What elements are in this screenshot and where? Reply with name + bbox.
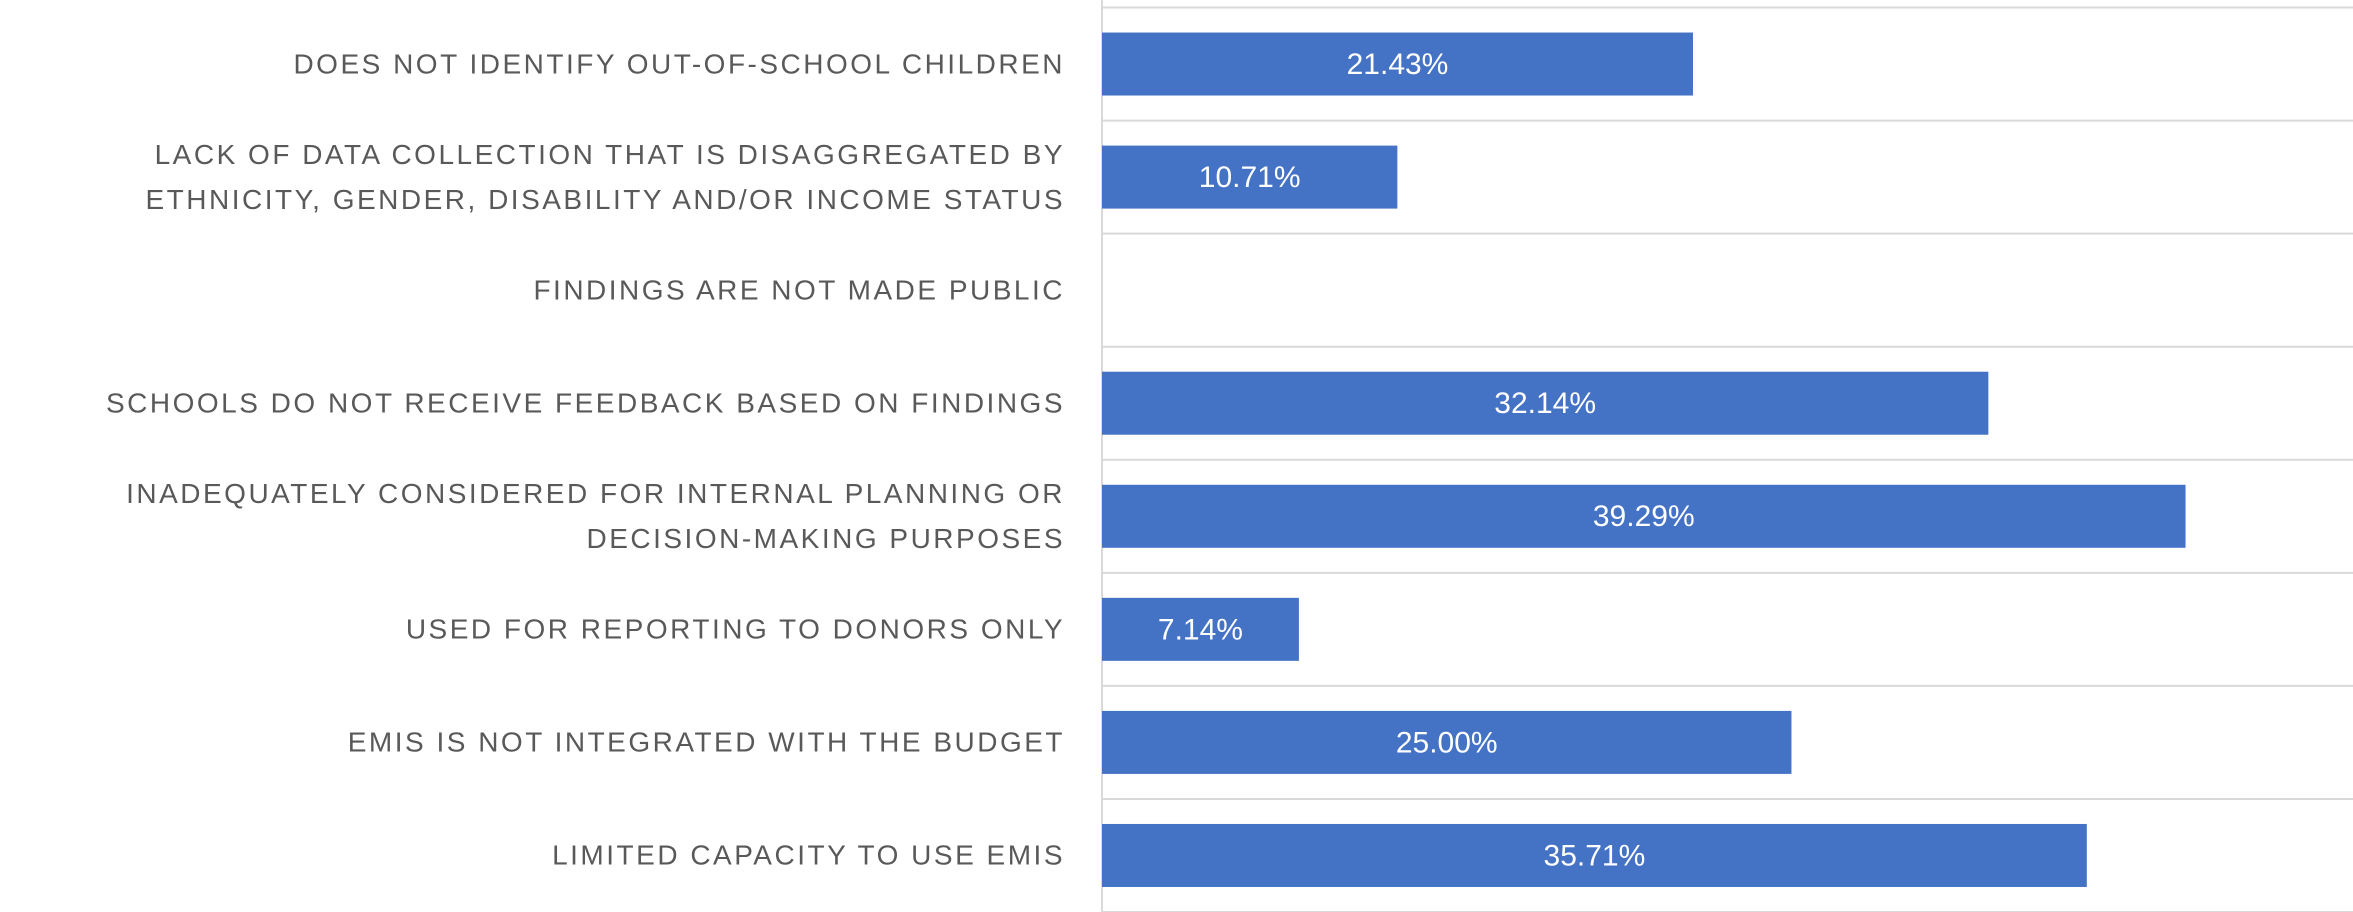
category-label: SCHOOLS DO NOT RECEIVE FEEDBACK BASED ON… bbox=[105, 387, 1065, 419]
bar bbox=[1102, 32, 1693, 96]
bar bbox=[1102, 597, 1299, 661]
value-label: 35.71% bbox=[1544, 839, 1646, 872]
bar bbox=[1102, 371, 1989, 435]
category-label: INADEQUATELY CONSIDERED FOR INTERNAL PLA… bbox=[126, 478, 1065, 555]
value-label: 10.71% bbox=[1199, 161, 1301, 194]
category-label: USED FOR REPORTING TO DONORS ONLY bbox=[405, 613, 1065, 645]
category-label: LIMITED CAPACITY TO USE EMIS bbox=[552, 839, 1065, 871]
bar bbox=[1102, 710, 1792, 774]
category-label: EMIS IS NOT INTEGRATED WITH THE BUDGET bbox=[347, 726, 1065, 758]
value-label: 7.14% bbox=[1158, 613, 1243, 646]
value-label: 21.43% bbox=[1347, 48, 1449, 81]
value-label: 39.29% bbox=[1593, 500, 1695, 533]
category-label: DOES NOT IDENTIFY OUT-OF-SCHOOL CHILDREN bbox=[293, 48, 1065, 80]
value-label: 25.00% bbox=[1396, 726, 1498, 759]
bar bbox=[1102, 145, 1398, 209]
category-label: FINDINGS ARE NOT MADE PUBLIC bbox=[533, 274, 1065, 306]
bar bbox=[1102, 823, 2087, 887]
value-label: 32.14% bbox=[1494, 387, 1596, 420]
bar bbox=[1102, 484, 2186, 548]
category-label: LACK OF DATA COLLECTION THAT IS DISAGGRE… bbox=[145, 139, 1065, 216]
